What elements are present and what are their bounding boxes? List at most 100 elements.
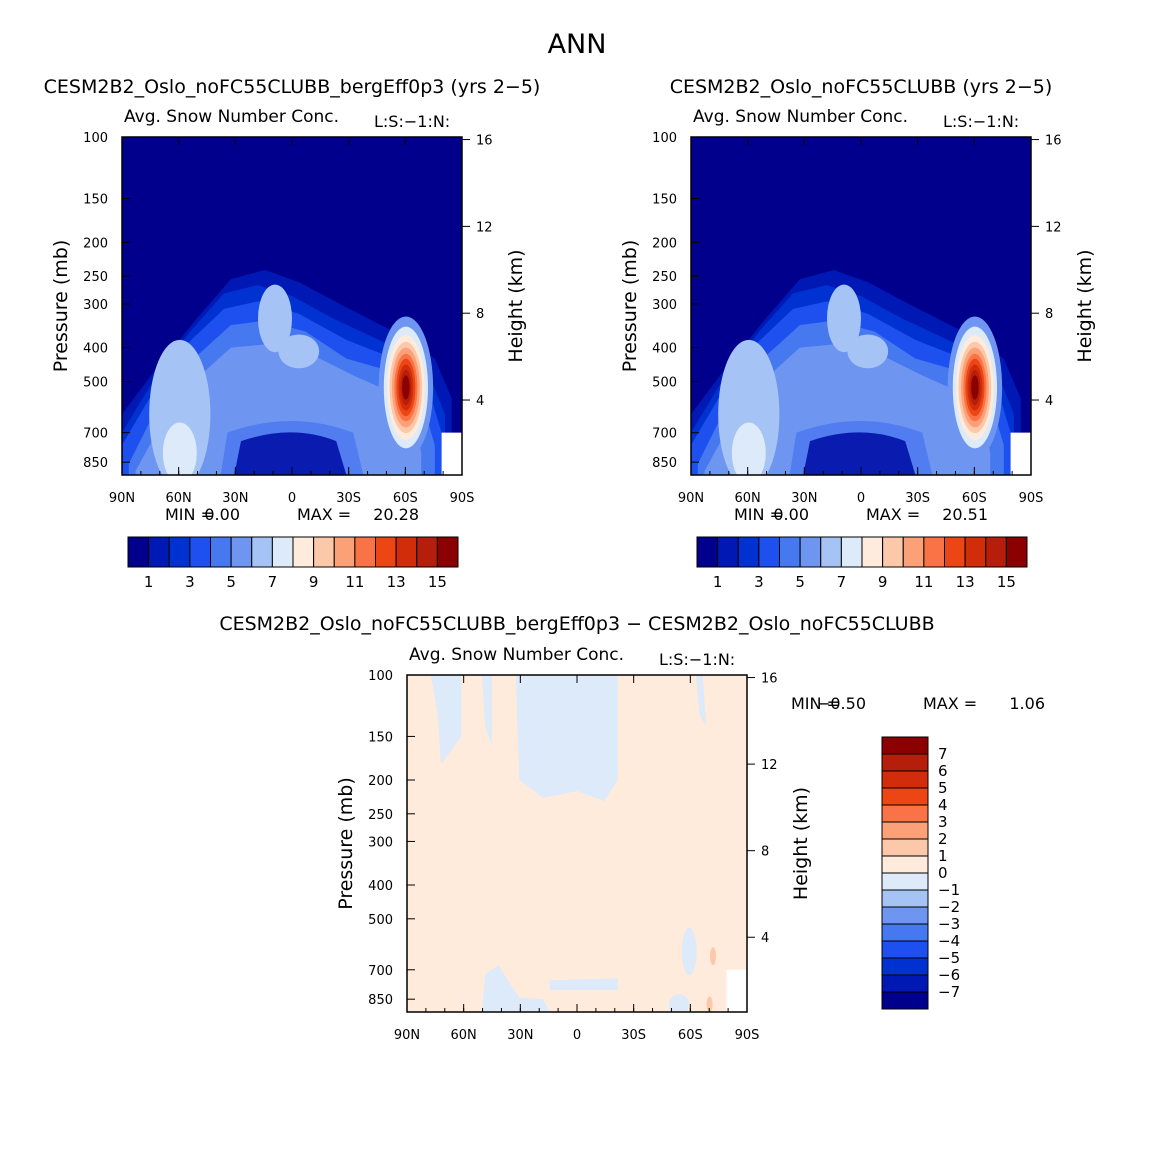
- y2-axis-label: Height (km): [505, 249, 527, 362]
- y-tick-label: 850: [83, 456, 108, 471]
- negative-patch: [549, 978, 618, 991]
- y-tick-label: 300: [652, 298, 677, 313]
- colorbar-label: 1: [713, 573, 723, 591]
- colorbar-label: −5: [938, 949, 960, 967]
- y-axis-label: Pressure (mb): [50, 240, 72, 373]
- low-level-edge: [789, 420, 933, 475]
- min-value: 0.00: [773, 505, 809, 524]
- panel-subtitle: Avg. Snow Number Conc.: [409, 645, 624, 665]
- colorbar-label: 6: [938, 762, 948, 780]
- colorbar-box: [881, 753, 929, 772]
- colorbar-label: 13: [387, 573, 406, 591]
- colorbar-box: [881, 889, 929, 908]
- colorbar-label: 3: [938, 813, 948, 831]
- low-level-region: [803, 432, 916, 475]
- y2-tick-label: 4: [761, 931, 769, 946]
- x-tick-label: 90S: [450, 491, 475, 506]
- y-tick-label: 300: [83, 298, 108, 313]
- colorbar-box: [881, 974, 929, 993]
- colorbar-box: [882, 536, 904, 568]
- min-label: MIN =: [734, 505, 783, 524]
- colorbar-box: [820, 536, 842, 568]
- colorbar-label: 9: [878, 573, 888, 591]
- colorbar-box: [881, 838, 929, 857]
- y-tick-label: 700: [652, 427, 677, 442]
- y-tick-label: 300: [368, 835, 393, 850]
- panel-title: CESM2B2_Oslo_noFC55CLUBB (yrs 2−5): [670, 76, 1053, 98]
- colorbar-box: [127, 536, 150, 568]
- colorbar-box: [292, 536, 315, 568]
- min-value: −0.50: [817, 694, 866, 713]
- colorbar-label: 11: [345, 573, 364, 591]
- y2-tick-label: 8: [761, 845, 769, 860]
- x-tick-label: 30N: [791, 491, 817, 506]
- x-tick-label: 0: [857, 491, 865, 506]
- colorbar-box: [189, 536, 211, 568]
- negative-patch: [481, 965, 550, 1012]
- colorbar-box: [881, 787, 929, 806]
- colorbar-label: 0: [938, 864, 948, 882]
- x-tick-label: 60S: [678, 1028, 703, 1043]
- y-tick-label: 250: [368, 808, 393, 823]
- x-tick-label: 90S: [735, 1028, 760, 1043]
- contour-blob: [162, 422, 197, 475]
- y-axis-label: Pressure (mb): [335, 777, 357, 910]
- colorbar-box: [861, 536, 884, 568]
- colorbar-label: 3: [754, 573, 764, 591]
- colorbar-box: [717, 536, 739, 568]
- contour-blob: [258, 284, 292, 353]
- page-title: ANN: [548, 29, 607, 60]
- colorbar-box: [881, 906, 929, 925]
- panel-subtitle: Avg. Snow Number Conc.: [693, 107, 908, 127]
- y-tick-label: 250: [652, 270, 677, 285]
- x-tick-label: 60N: [735, 491, 761, 506]
- colorbar-label: 15: [428, 573, 447, 591]
- low-level-edge: [220, 420, 364, 475]
- contour-blob: [278, 334, 320, 369]
- colorbar-label: 1: [938, 847, 948, 865]
- negative-patch: [430, 675, 462, 765]
- y-tick-label: 150: [83, 193, 108, 208]
- colorbar-label: 15: [997, 573, 1016, 591]
- min-label: MIN =: [165, 505, 214, 524]
- y-axis-label: Pressure (mb): [619, 240, 641, 373]
- y2-tick-label: 12: [476, 220, 493, 235]
- y2-tick-label: 4: [1045, 394, 1053, 409]
- contour-blob: [827, 284, 861, 353]
- colorbar-box: [923, 536, 945, 568]
- y-tick-label: 100: [652, 131, 677, 146]
- y2-tick-label: 8: [476, 307, 484, 322]
- colorbar-box: [696, 536, 719, 568]
- max-label: MAX =: [866, 505, 920, 524]
- colorbar-box: [779, 536, 801, 568]
- x-tick-label: 30S: [621, 1028, 646, 1043]
- min-value: 0.00: [204, 505, 240, 524]
- positive-spot: [706, 996, 713, 1012]
- colorbar-label: 7: [837, 573, 847, 591]
- colorbar-box: [881, 821, 929, 840]
- y2-tick-label: 16: [1045, 134, 1062, 149]
- x-tick-label: 60S: [962, 491, 987, 506]
- colorbar-box: [271, 536, 294, 568]
- colorbar-box: [840, 536, 863, 568]
- panel-title: CESM2B2_Oslo_noFC55CLUBB_bergEff0p3 − CE…: [219, 613, 934, 635]
- x-tick-label: 90N: [109, 491, 135, 506]
- colorbar-box: [395, 536, 418, 568]
- y-tick-label: 400: [368, 879, 393, 894]
- colorbar-box: [881, 736, 929, 755]
- colorbar-box: [902, 536, 925, 568]
- colorbar-label: −4: [938, 932, 960, 950]
- y2-tick-label: 16: [476, 134, 493, 149]
- colorbar-label: 5: [226, 573, 236, 591]
- colorbar-box: [881, 923, 929, 942]
- colorbar-label: 5: [938, 779, 948, 797]
- colorbar-box: [799, 536, 822, 568]
- colorbar-label: −2: [938, 898, 960, 916]
- topography-mask: [726, 969, 747, 1012]
- max-value: 20.28: [373, 505, 419, 524]
- plot-area: [407, 675, 747, 1012]
- y-tick-label: 400: [652, 342, 677, 357]
- x-tick-label: 30N: [222, 491, 248, 506]
- negative-patch: [696, 675, 707, 726]
